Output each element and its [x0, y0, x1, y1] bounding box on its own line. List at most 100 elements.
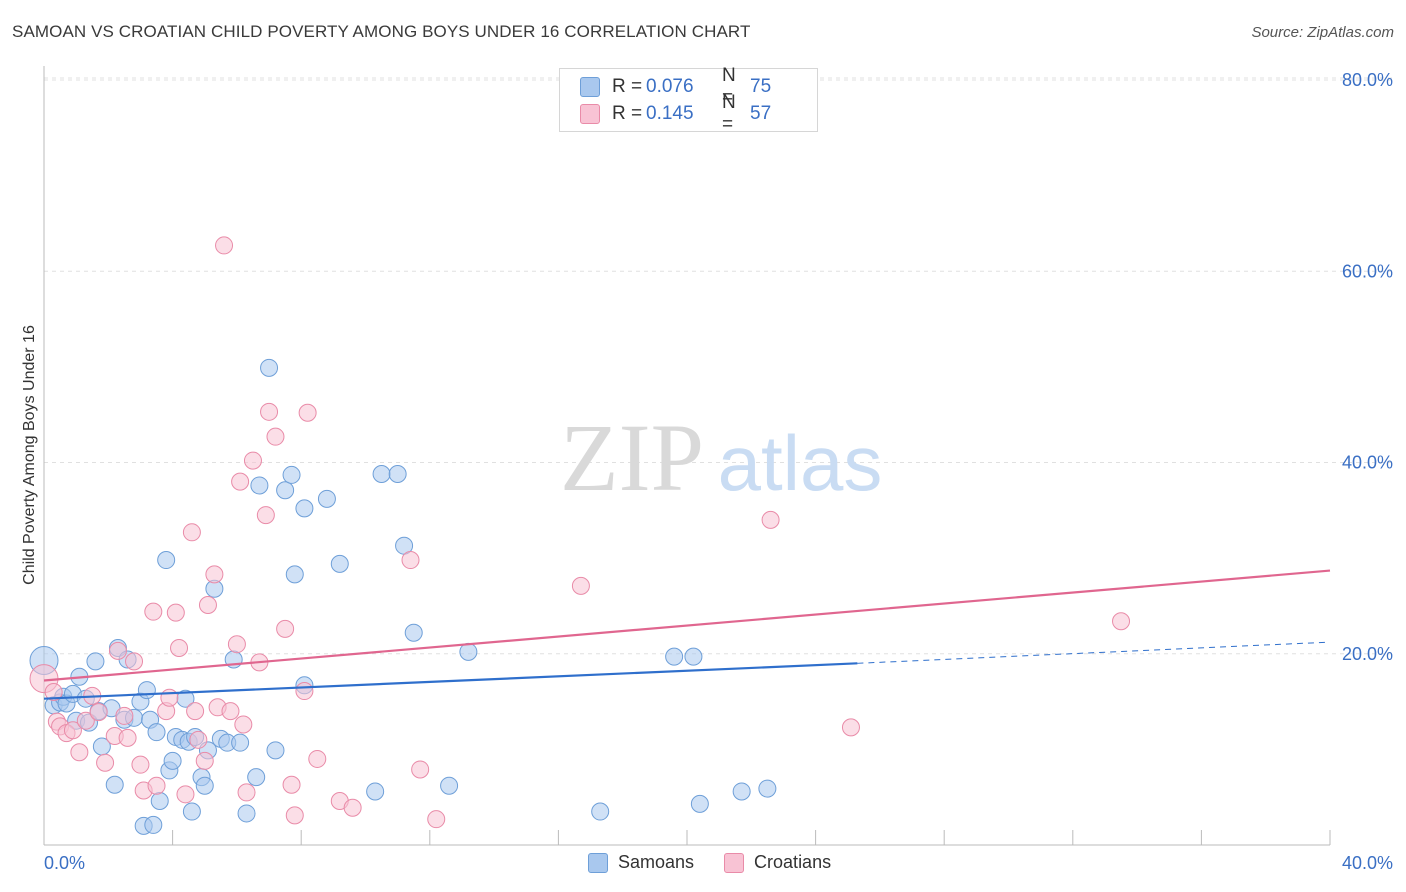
- data-point-croatians: [401, 551, 420, 570]
- data-point-croatians: [176, 785, 195, 804]
- y-tick-label: 80.0%: [1342, 70, 1393, 90]
- data-point-samoans: [732, 782, 751, 801]
- data-point-samoans: [276, 481, 295, 500]
- legend-label-samoans: Samoans: [618, 852, 695, 872]
- series-legend: Samoans Croatians: [588, 852, 861, 873]
- data-point-croatians: [160, 688, 179, 707]
- legend-swatch-croatians: [724, 852, 745, 873]
- data-point-samoans: [250, 476, 269, 495]
- watermark-atlas: atlas: [718, 419, 883, 507]
- data-point-samoans: [665, 647, 684, 666]
- watermark: ZIP atlas: [560, 404, 882, 511]
- legend-n-label: N =: [722, 92, 736, 135]
- data-point-samoans: [163, 751, 182, 770]
- data-point-croatians: [276, 619, 295, 638]
- data-point-samoans: [260, 358, 279, 377]
- data-point-samoans: [182, 802, 201, 821]
- legend-item-samoans[interactable]: Samoans: [588, 852, 694, 873]
- trend-line-extension-samoans: [857, 641, 1327, 664]
- x-tick-label: 0.0%: [44, 853, 85, 873]
- data-point-samoans: [157, 551, 176, 570]
- correlation-legend: R = 0.076 N = 75 R = 0.145 N = 57: [559, 65, 818, 135]
- data-point-croatians: [234, 715, 253, 734]
- data-point-samoans: [105, 775, 124, 794]
- trend-lines: [43, 569, 1331, 700]
- data-point-samoans: [372, 464, 391, 483]
- data-point-croatians: [841, 718, 860, 737]
- data-point-samoans: [459, 642, 478, 661]
- data-point-croatians: [227, 635, 246, 654]
- data-point-croatians: [131, 755, 150, 774]
- data-point-croatians: [198, 595, 217, 614]
- data-point-samoans: [195, 776, 214, 795]
- data-point-croatians: [260, 402, 279, 421]
- data-point-croatians: [215, 236, 234, 255]
- data-point-samoans: [237, 804, 256, 823]
- legend-n-value: 57: [750, 103, 772, 124]
- data-point-samoans: [144, 815, 163, 834]
- data-point-croatians: [115, 706, 134, 725]
- data-point-croatians: [125, 652, 144, 671]
- data-point-samoans: [388, 464, 407, 483]
- data-point-croatians: [571, 576, 590, 595]
- data-point-croatians: [231, 472, 250, 491]
- legend-item-croatians[interactable]: Croatians: [724, 852, 831, 873]
- data-point-samoans: [758, 779, 777, 798]
- data-point-samoans: [147, 723, 166, 742]
- data-point-croatians: [205, 565, 224, 584]
- legend-n-value: 75: [750, 76, 772, 97]
- data-point-croatians: [70, 743, 89, 762]
- data-point-croatians: [411, 760, 430, 779]
- legend-swatch-croatians: [580, 104, 600, 124]
- data-point-croatians: [282, 775, 301, 794]
- legend-n-label: N =: [722, 65, 736, 108]
- data-point-croatians: [195, 751, 214, 770]
- source-label: Source: ZipAtlas.com: [1251, 24, 1394, 41]
- data-point-croatians: [221, 702, 240, 721]
- data-point-samoans: [591, 802, 610, 821]
- data-point-croatians: [147, 776, 166, 795]
- data-point-samoans: [231, 733, 250, 752]
- series-croatians: [29, 236, 1131, 829]
- data-point-croatians: [285, 806, 304, 825]
- legend-r-label: R =: [612, 103, 643, 124]
- data-point-croatians: [343, 798, 362, 817]
- legend-label-croatians: Croatians: [754, 852, 832, 872]
- y-tick-label: 20.0%: [1342, 644, 1393, 664]
- data-point-croatians: [189, 730, 208, 749]
- y-tick-label: 60.0%: [1342, 261, 1393, 281]
- legend-row-croatians: R = 0.145 N = 57: [580, 92, 772, 135]
- axes: [43, 66, 1331, 846]
- data-point-samoans: [282, 465, 301, 484]
- data-point-samoans: [366, 782, 385, 801]
- data-point-croatians: [308, 749, 327, 768]
- data-point-croatians: [96, 753, 115, 772]
- data-point-croatians: [186, 702, 205, 721]
- tick-labels: 20.0% 40.0% 60.0% 80.0% 0.0% 40.0%: [44, 70, 1393, 873]
- data-point-samoans: [684, 647, 703, 666]
- trend-line-croatians: [43, 569, 1331, 682]
- data-point-croatians: [1112, 612, 1131, 631]
- data-point-croatians: [89, 703, 108, 722]
- data-point-croatians: [166, 603, 185, 622]
- data-point-croatians: [761, 510, 780, 529]
- data-point-croatians: [108, 641, 127, 660]
- data-point-samoans: [86, 652, 105, 671]
- data-point-croatians: [266, 427, 285, 446]
- data-point-samoans: [285, 565, 304, 584]
- data-point-croatians: [295, 682, 314, 701]
- data-point-croatians: [237, 783, 256, 802]
- watermark-zip: ZIP: [560, 404, 704, 511]
- data-point-samoans: [404, 623, 423, 642]
- data-point-croatians: [243, 451, 262, 470]
- data-point-croatians: [298, 403, 317, 422]
- data-point-croatians: [427, 810, 446, 829]
- legend-row-samoans: R = 0.076 N = 75: [580, 65, 772, 108]
- data-point-croatians: [256, 506, 275, 525]
- data-point-croatians: [170, 639, 189, 658]
- grid-lines: [44, 77, 1392, 655]
- legend-r-value: 0.076: [646, 76, 694, 97]
- data-point-croatians: [144, 602, 163, 621]
- data-point-croatians: [118, 728, 137, 747]
